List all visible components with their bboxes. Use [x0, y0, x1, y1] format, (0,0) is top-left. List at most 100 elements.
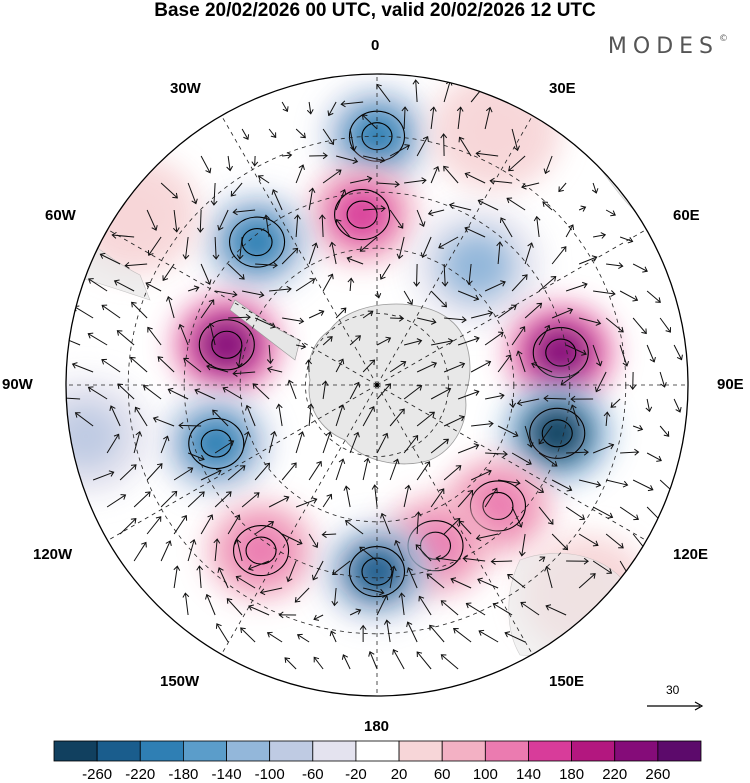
wind-vector-head-161: [385, 336, 392, 343]
wind-vector-head-162: [416, 338, 423, 345]
wind-vector-head-53: [217, 224, 224, 231]
wind-vector-head-368: [418, 595, 425, 602]
wind-vector-333: [359, 546, 378, 562]
wind-vector-288: [241, 492, 260, 508]
wind-vector-106: [632, 263, 648, 272]
wind-vector-261: [92, 471, 114, 481]
wind-vector-228: [362, 406, 375, 427]
wind-vector-164: [457, 337, 480, 346]
wind-vector-head-129: [101, 304, 108, 311]
wind-vector-head-349: [331, 600, 339, 607]
wind-vector-head-377: [296, 633, 303, 640]
wind-vector-248: [322, 432, 331, 454]
wind-vector-61: [428, 209, 445, 215]
map-disk: [66, 74, 688, 696]
wind-vector-head-364: [313, 614, 320, 621]
wind-vector-165: [484, 331, 504, 346]
wind-vector-361: [226, 598, 243, 616]
wind-vector-head-74: [294, 214, 301, 220]
wind-vector-head-267: [264, 462, 270, 469]
wind-vector-head-33: [172, 192, 178, 199]
wind-vector-head-126: [632, 295, 639, 302]
wind-vector-255: [511, 452, 532, 465]
wind-vector-64: [506, 197, 526, 211]
wind-vector-head-1: [306, 109, 314, 115]
wind-vector-112: [242, 290, 264, 296]
wind-vector-357: [546, 566, 553, 589]
wind-vector-head-56: [308, 187, 316, 193]
reference-vector-label: 30: [666, 683, 680, 697]
wind-vector-head-321: [592, 540, 599, 547]
wind-vector-head-93: [292, 247, 299, 254]
wind-vector-head-55: [271, 189, 278, 195]
wind-vector-head-189: [516, 350, 523, 357]
wind-vector-head-378: [329, 630, 336, 637]
anomaly-contour-4: [198, 319, 255, 371]
wind-vector-97: [380, 263, 391, 280]
wind-vector-head-311: [312, 542, 319, 548]
lon-label-30w: 30W: [170, 80, 201, 97]
wind-vector-18: [511, 128, 519, 151]
wind-vector-132: [200, 299, 215, 319]
wind-vector-head-0: [282, 106, 289, 113]
wind-vector-head-158: [300, 342, 307, 350]
wind-vector-head-187: [485, 360, 492, 367]
wind-vector-head-4: [376, 83, 382, 90]
wind-vector-314: [381, 513, 391, 535]
wind-vector-head-57: [340, 188, 347, 195]
wind-vector-head-269: [316, 460, 322, 467]
wind-vector-head-288: [253, 492, 260, 498]
wind-vector-head-79: [420, 252, 428, 258]
wind-vector-384: [478, 630, 499, 643]
wind-vector-172: [673, 344, 683, 360]
wind-vector-head-352: [406, 567, 413, 573]
wind-vector-238: [632, 425, 643, 430]
wind-vector-237: [605, 412, 608, 427]
wind-vector-head-62: [448, 202, 455, 209]
wind-vector-182: [335, 358, 344, 373]
wind-vector-head-220: [134, 406, 141, 413]
wind-vector-246: [268, 431, 276, 454]
wind-vector-head-148: [641, 328, 647, 335]
wind-vector-198: [143, 385, 162, 400]
colorbar: [53, 740, 702, 762]
wind-vector-head-15: [429, 106, 437, 112]
wind-vector-head-60: [419, 221, 426, 228]
wind-vector-head-354: [450, 577, 457, 584]
wind-vector-147: [605, 317, 624, 333]
wind-vector-head-290: [311, 497, 318, 504]
meridian-330: [221, 115, 378, 386]
colorbar-label-0: -260: [82, 766, 113, 783]
wind-vector-258: [592, 444, 614, 454]
wind-vector-head-108: [113, 279, 120, 286]
wind-vector-head-29: [458, 136, 465, 143]
wind-vector-4: [376, 84, 391, 103]
wind-vector-60: [416, 209, 425, 227]
wind-vector-52: [199, 209, 202, 233]
wind-vector-head-83: [533, 215, 541, 222]
wind-vector-133: [228, 316, 251, 319]
wind-vector-head-8: [243, 134, 250, 140]
wind-vector-head-105: [618, 262, 624, 270]
wind-vector-head-143: [511, 304, 517, 311]
wind-vector-head-236: [570, 404, 577, 411]
wind-vector-head-208: [445, 387, 452, 394]
wind-vector-332: [332, 560, 351, 575]
wind-vector-149: [659, 317, 671, 333]
wind-vector-94: [308, 243, 317, 265]
wind-vector-292: [345, 486, 351, 508]
wind-vector-72: [239, 236, 243, 259]
wind-vector-392: [441, 654, 459, 670]
wind-vector-245: [241, 431, 249, 454]
wind-vector-378: [330, 631, 337, 643]
wind-vector-91: [227, 263, 245, 280]
wind-vector-head-245: [244, 431, 251, 437]
wind-vector-225: [278, 404, 283, 427]
wind-vector-head-99: [441, 281, 449, 287]
wind-vector-head-112: [258, 291, 265, 298]
wind-vector-213: [544, 397, 567, 400]
wind-vector-108: [114, 280, 135, 292]
wind-vector-head-315: [414, 511, 422, 517]
wind-vector-head-59: [397, 223, 404, 229]
wind-vector-304: [119, 518, 137, 535]
